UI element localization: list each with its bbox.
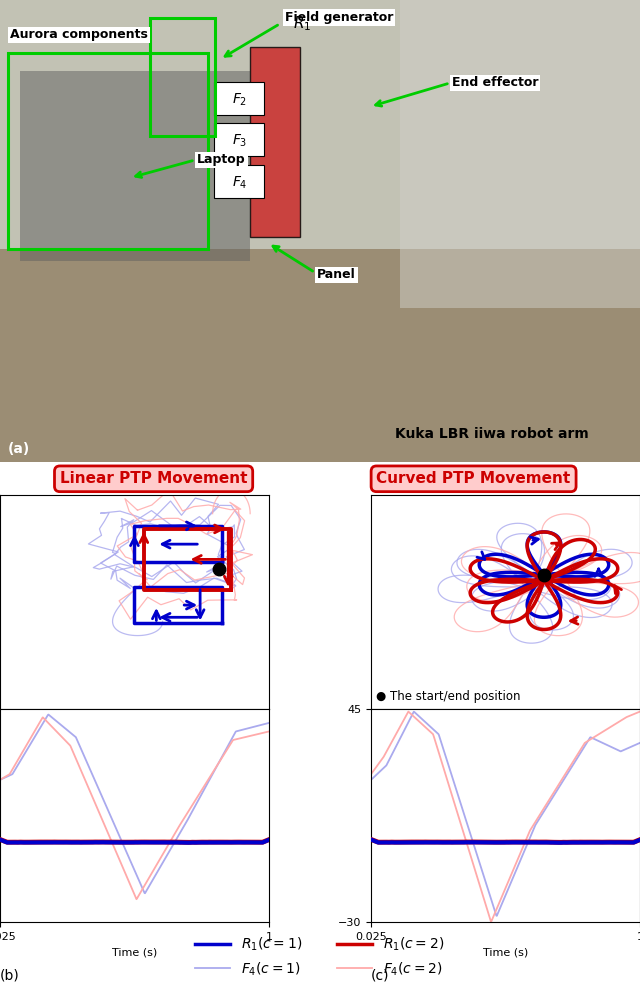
Text: Panel: Panel [317, 268, 356, 281]
Bar [214, 81, 264, 115]
Bar [20, 71, 250, 260]
X-axis label: Medio-lateral position(cm): Medio-lateral position(cm) [61, 734, 208, 744]
Bar [400, 0, 640, 309]
Bar [214, 124, 264, 157]
Text: $F_2$: $F_2$ [232, 91, 248, 108]
Bar [214, 165, 264, 198]
Text: $F_4$: $F_4$ [232, 174, 248, 191]
Text: $R_1$: $R_1$ [293, 14, 311, 33]
X-axis label: Medio-lateral position(cm): Medio-lateral position(cm) [432, 734, 579, 744]
Bar [250, 47, 300, 237]
Text: Laptop: Laptop [197, 154, 246, 167]
Text: Linear PTP Movement: Linear PTP Movement [60, 471, 247, 486]
Text: (a): (a) [8, 442, 30, 455]
Bar [150, 18, 215, 137]
Text: (b): (b) [0, 969, 20, 983]
Text: Aurora components: Aurora components [10, 28, 148, 41]
Bar [0, 249, 640, 462]
Text: (c): (c) [371, 969, 390, 983]
X-axis label: Time (s): Time (s) [112, 948, 157, 958]
Text: Kuka LBR iiwa robot arm: Kuka LBR iiwa robot arm [395, 427, 589, 441]
Bar [0, 0, 640, 249]
Bar [8, 53, 208, 249]
Legend: $R_1(c=1)$, $F_4(c=1)$, $R_1(c=2)$, $F_4(c=2)$: $R_1(c=1)$, $F_4(c=1)$, $R_1(c=2)$, $F_4… [189, 929, 451, 985]
Text: $F_3$: $F_3$ [232, 133, 248, 149]
X-axis label: Time (s): Time (s) [483, 948, 528, 958]
Text: Curved PTP Movement: Curved PTP Movement [376, 471, 571, 486]
Text: End effector: End effector [452, 76, 538, 89]
Text: ● The start/end position: ● The start/end position [376, 689, 520, 702]
Text: Field generator: Field generator [285, 11, 394, 24]
